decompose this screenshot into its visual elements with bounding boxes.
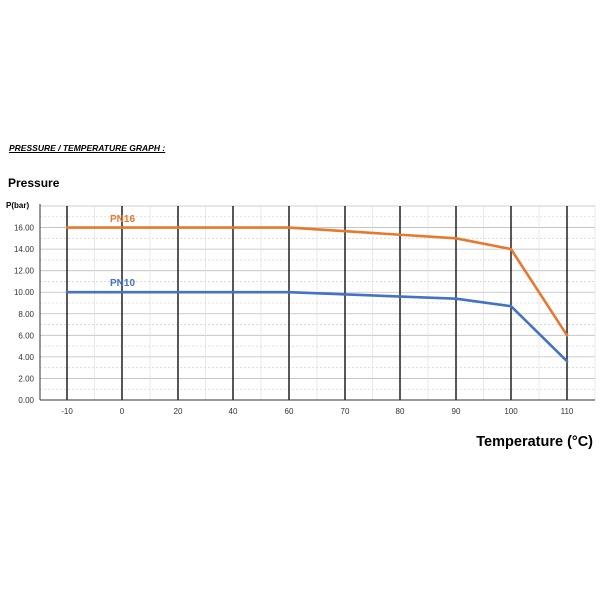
x-tick-label: 80 <box>396 407 405 416</box>
x-tick-label: 0 <box>120 407 125 416</box>
x-tick-label: 70 <box>341 407 350 416</box>
x-tick-label: 100 <box>504 407 518 416</box>
y-axis-label: P(bar) <box>6 201 29 210</box>
y-tick-label: 4.00 <box>18 353 34 362</box>
x-tick-label: 60 <box>285 407 294 416</box>
series-label-pn16: PN16 <box>110 214 135 225</box>
series-label-pn10: PN10 <box>110 278 135 289</box>
y-tick-label: 10.00 <box>14 288 35 297</box>
series-line-pn16 <box>65 226 569 337</box>
y-tick-label: 2.00 <box>18 374 34 383</box>
y-tick-label: 8.00 <box>18 310 34 319</box>
x-tick-label: 110 <box>561 407 574 416</box>
x-axis-title: Temperature (°C) <box>476 434 593 450</box>
y-tick-label: 6.00 <box>18 331 34 340</box>
x-tick-label: 20 <box>174 407 183 416</box>
x-tick-label: 40 <box>229 407 238 416</box>
series-line-pn10 <box>65 290 569 363</box>
y-tick-label: 14.00 <box>14 245 35 254</box>
x-tick-label: 90 <box>452 407 461 416</box>
y-tick-label: 16.00 <box>14 224 35 233</box>
x-tick-label: -10 <box>61 407 73 416</box>
y-tick-label: 12.00 <box>14 267 35 276</box>
pressure-heading: Pressure <box>8 176 60 190</box>
graph-heading: PRESSURE / TEMPERATURE GRAPH : <box>9 143 166 153</box>
y-tick-label: 0.00 <box>18 396 34 405</box>
